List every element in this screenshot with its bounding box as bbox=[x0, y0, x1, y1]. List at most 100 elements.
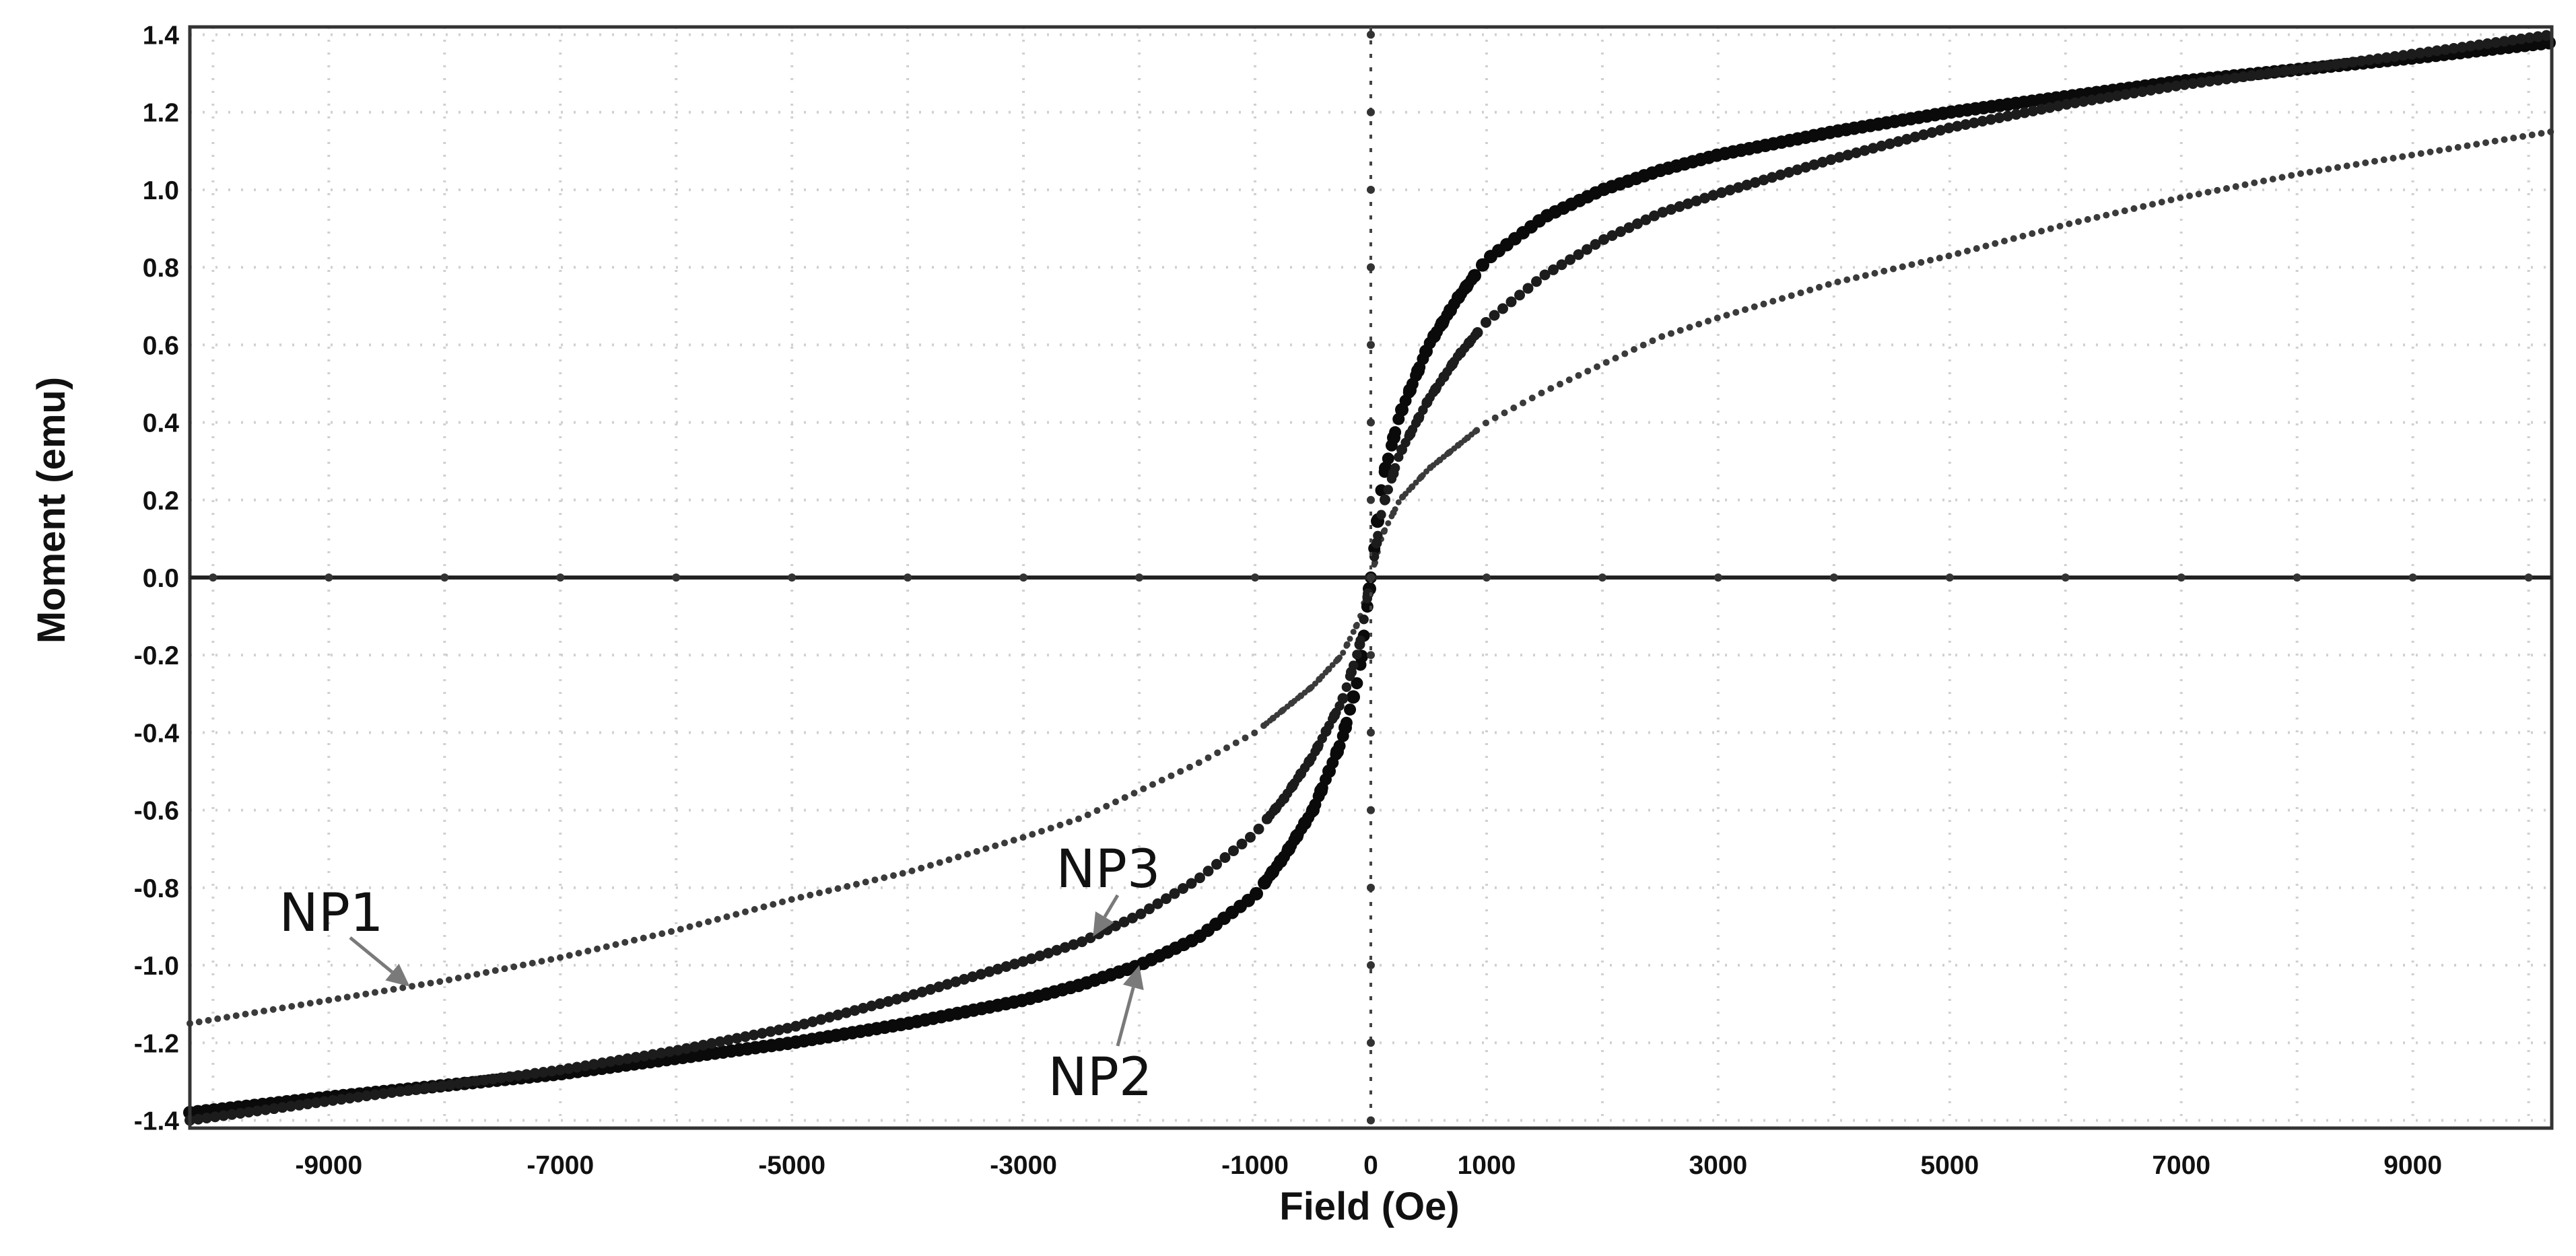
data-point bbox=[288, 1003, 296, 1010]
data-point bbox=[1178, 883, 1188, 895]
data-point bbox=[1606, 230, 1618, 241]
data-point bbox=[2087, 94, 2097, 106]
data-point bbox=[1152, 898, 1163, 909]
annotations: NP1 NP3 NP2 bbox=[279, 839, 1160, 1108]
annotation-arrow-shaft bbox=[349, 936, 394, 974]
data-point bbox=[588, 1059, 599, 1070]
zero-line-tick-dot bbox=[440, 573, 449, 582]
data-point bbox=[2229, 72, 2241, 83]
data-point bbox=[2232, 183, 2239, 190]
data-point bbox=[2389, 154, 2397, 162]
data-point bbox=[1476, 258, 1489, 272]
data-point bbox=[224, 1014, 230, 1021]
data-point bbox=[797, 894, 805, 901]
data-point bbox=[1001, 961, 1012, 973]
data-point bbox=[336, 1094, 347, 1105]
data-point bbox=[658, 930, 666, 938]
x-tick-label: 0 bbox=[1363, 1151, 1378, 1180]
data-point bbox=[2538, 130, 2545, 137]
data-point bbox=[681, 1043, 692, 1054]
data-point bbox=[1019, 834, 1027, 841]
data-point bbox=[1674, 201, 1685, 212]
data-point bbox=[2196, 77, 2207, 88]
data-point bbox=[936, 859, 943, 866]
data-point bbox=[1344, 703, 1357, 716]
data-point bbox=[788, 896, 795, 903]
data-point bbox=[1668, 330, 1674, 337]
data-point bbox=[2027, 105, 2039, 116]
data-point bbox=[1714, 314, 1721, 322]
annotation-label-np2: NP2 bbox=[1048, 1047, 1152, 1108]
data-point bbox=[1093, 807, 1101, 814]
data-point bbox=[1683, 198, 1693, 209]
y-tick-label: 1.0 bbox=[143, 176, 179, 205]
data-point bbox=[2399, 153, 2406, 160]
data-point bbox=[1769, 298, 1777, 305]
data-point bbox=[622, 1053, 633, 1064]
data-point bbox=[2186, 192, 2193, 199]
data-point bbox=[1392, 506, 1398, 513]
data-point bbox=[1531, 276, 1542, 287]
data-point bbox=[1110, 920, 1121, 932]
data-point bbox=[1565, 254, 1575, 265]
data-point bbox=[1885, 138, 1895, 149]
data-point bbox=[479, 1074, 490, 1086]
data-point bbox=[462, 1077, 473, 1088]
data-point bbox=[302, 1098, 313, 1110]
data-point bbox=[918, 864, 925, 872]
data-point bbox=[668, 928, 675, 935]
data-point bbox=[1964, 247, 1971, 254]
data-point bbox=[760, 903, 768, 911]
data-point bbox=[964, 851, 971, 858]
data-point bbox=[226, 1109, 238, 1120]
data-point bbox=[2431, 45, 2443, 57]
data-point bbox=[967, 971, 978, 983]
data-point bbox=[370, 1089, 380, 1101]
data-point bbox=[1158, 777, 1165, 784]
data-point bbox=[294, 1099, 305, 1111]
data-point bbox=[1127, 912, 1138, 923]
data-point bbox=[1135, 908, 1147, 919]
zero-line-tick-dot bbox=[1367, 573, 1375, 582]
data-point bbox=[984, 966, 995, 977]
data-point bbox=[2448, 42, 2460, 54]
data-point bbox=[603, 943, 610, 950]
data-point bbox=[557, 954, 564, 961]
axes bbox=[188, 25, 2554, 1130]
data-point bbox=[538, 1066, 549, 1078]
zero-line-tick-dot bbox=[209, 573, 217, 582]
data-point bbox=[2158, 199, 2165, 206]
data-point bbox=[2373, 53, 2383, 65]
zero-line-tick-dot bbox=[2177, 573, 2185, 582]
data-point bbox=[1602, 359, 1610, 366]
data-point bbox=[2474, 39, 2484, 50]
data-point bbox=[1186, 763, 1193, 771]
data-point bbox=[2313, 61, 2325, 72]
data-point bbox=[2260, 177, 2267, 184]
data-point bbox=[1355, 635, 1365, 646]
data-point bbox=[751, 905, 758, 913]
data-point bbox=[1741, 179, 1753, 190]
data-point bbox=[1510, 404, 1518, 411]
data-point bbox=[1392, 413, 1405, 425]
data-point bbox=[1194, 872, 1205, 884]
data-point bbox=[605, 1056, 616, 1068]
data-point bbox=[417, 981, 425, 988]
data-point bbox=[2305, 62, 2316, 73]
data-point bbox=[2241, 181, 2249, 188]
data-point bbox=[2255, 69, 2266, 80]
data-point bbox=[2238, 71, 2249, 83]
data-point bbox=[2019, 107, 2030, 118]
data-point bbox=[2029, 230, 2036, 238]
data-point bbox=[1842, 149, 1854, 161]
zero-line-tick-dot bbox=[1367, 185, 1375, 194]
data-point bbox=[639, 1050, 650, 1061]
data-point bbox=[1195, 759, 1202, 767]
data-point bbox=[473, 971, 481, 978]
series-np1 bbox=[187, 128, 2554, 1027]
data-point bbox=[1245, 831, 1256, 843]
data-point bbox=[353, 992, 360, 1000]
data-point bbox=[2195, 190, 2202, 198]
data-point bbox=[496, 1072, 507, 1084]
y-tick-label: 0.8 bbox=[143, 254, 179, 283]
